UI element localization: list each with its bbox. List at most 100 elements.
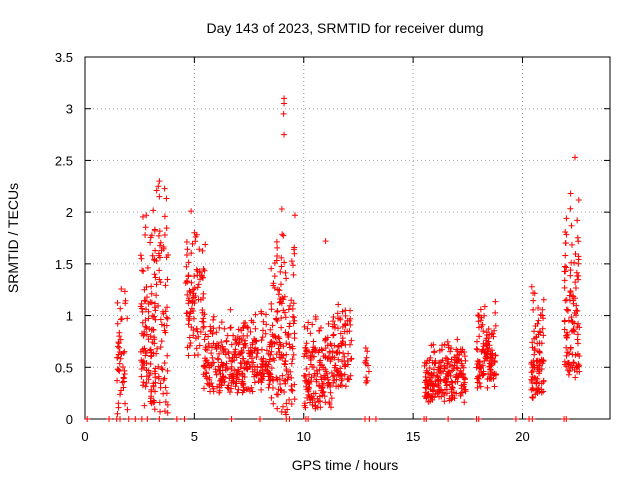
data-point xyxy=(157,279,164,286)
data-point xyxy=(282,380,289,387)
data-point xyxy=(305,386,312,393)
data-point xyxy=(151,334,158,341)
data-point xyxy=(312,347,319,354)
data-point xyxy=(474,384,481,391)
data-point xyxy=(141,402,148,409)
data-point xyxy=(114,299,121,306)
data-point xyxy=(144,264,151,271)
data-point xyxy=(347,307,354,314)
data-point xyxy=(492,322,499,329)
data-point xyxy=(458,370,465,377)
data-point xyxy=(535,368,542,375)
data-point xyxy=(566,368,573,375)
data-point xyxy=(536,362,543,369)
data-point xyxy=(421,362,428,369)
data-point xyxy=(156,267,163,274)
data-point xyxy=(425,398,432,405)
data-point xyxy=(164,352,171,359)
data-point xyxy=(574,308,581,315)
data-point xyxy=(143,294,150,301)
data-point xyxy=(157,239,164,246)
data-point xyxy=(491,327,498,334)
data-point xyxy=(422,384,429,391)
data-point xyxy=(251,364,258,371)
data-point xyxy=(338,377,345,384)
data-point xyxy=(118,351,125,358)
data-point xyxy=(162,282,169,289)
data-point xyxy=(303,340,310,347)
data-point xyxy=(561,326,568,333)
data-point xyxy=(235,386,242,393)
data-point xyxy=(339,382,346,389)
data-point xyxy=(346,328,353,335)
y-tick-label: 3 xyxy=(66,102,73,117)
data-point xyxy=(198,273,205,280)
data-point xyxy=(268,365,275,372)
data-point xyxy=(289,356,296,363)
data-point xyxy=(114,377,121,384)
data-point xyxy=(536,328,543,335)
data-point xyxy=(362,359,369,366)
data-point xyxy=(305,391,312,398)
data-point xyxy=(147,395,154,402)
data-point xyxy=(310,364,317,371)
data-point xyxy=(445,358,452,365)
data-point xyxy=(275,333,282,340)
data-point xyxy=(308,349,315,356)
data-point xyxy=(209,383,216,390)
zero-point xyxy=(138,416,145,422)
data-point xyxy=(151,368,158,375)
data-point xyxy=(444,364,451,371)
data-point xyxy=(202,331,209,338)
data-point xyxy=(478,323,485,330)
data-point xyxy=(157,254,164,261)
data-point xyxy=(283,400,290,407)
data-point xyxy=(115,340,122,347)
data-point xyxy=(334,368,341,375)
data-point xyxy=(429,359,436,366)
data-point xyxy=(242,342,249,349)
data-point xyxy=(438,346,445,353)
data-point xyxy=(200,315,207,322)
zero-point xyxy=(372,416,379,422)
data-point xyxy=(262,362,269,369)
data-point xyxy=(483,355,490,362)
data-point xyxy=(152,374,159,381)
data-point xyxy=(141,328,148,335)
data-point xyxy=(307,378,314,385)
data-point xyxy=(571,320,578,327)
data-point xyxy=(118,315,125,322)
y-axis-label: SRMTID / TECUs xyxy=(5,183,21,293)
data-point xyxy=(148,283,155,290)
data-point xyxy=(304,325,311,332)
data-point xyxy=(259,327,266,334)
data-point xyxy=(138,300,145,307)
data-point xyxy=(568,222,575,229)
data-point xyxy=(244,324,251,331)
data-point xyxy=(194,272,201,279)
data-point xyxy=(279,372,286,379)
data-point xyxy=(124,315,131,322)
data-point xyxy=(114,343,121,350)
data-point xyxy=(242,337,249,344)
data-point xyxy=(190,332,197,339)
data-point xyxy=(157,408,164,415)
data-point xyxy=(216,324,223,331)
data-point xyxy=(444,355,451,362)
data-point xyxy=(277,298,284,305)
zero-point xyxy=(228,416,235,422)
data-point xyxy=(283,351,290,358)
data-point xyxy=(342,362,349,369)
data-point xyxy=(536,348,543,355)
data-point xyxy=(138,255,145,262)
data-point xyxy=(363,360,370,367)
data-point xyxy=(473,345,480,352)
data-point xyxy=(337,330,344,337)
data-point xyxy=(574,340,581,347)
data-point xyxy=(269,384,276,391)
data-point xyxy=(212,366,219,373)
data-point xyxy=(156,242,163,249)
data-point xyxy=(533,334,540,341)
data-point xyxy=(445,369,452,376)
data-point xyxy=(305,319,312,326)
